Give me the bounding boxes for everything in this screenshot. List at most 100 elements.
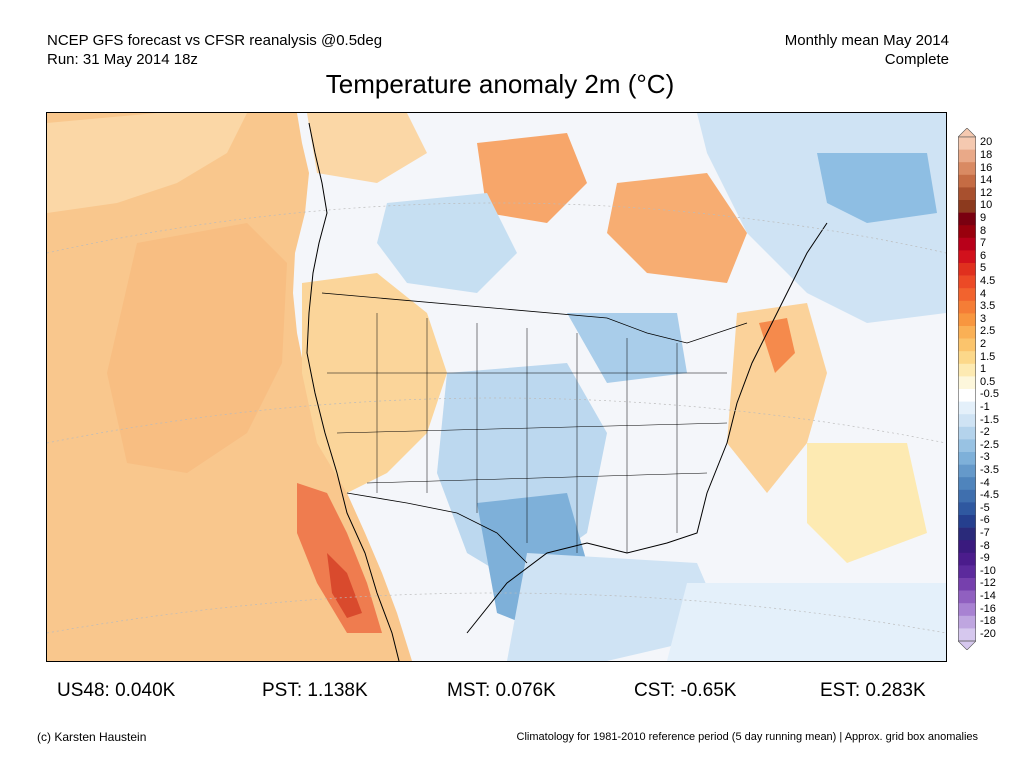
colorbar-label: -4 — [980, 476, 990, 489]
colorbar-label: 6 — [980, 249, 987, 262]
colorbar-swatch — [958, 212, 976, 226]
colorbar-label: -6 — [980, 514, 990, 527]
colorbar-swatch — [958, 288, 976, 302]
colorbar-swatch — [958, 363, 976, 377]
colorbar-swatch — [958, 565, 976, 579]
colorbar-swatch — [958, 275, 976, 289]
anomaly-map-svg — [47, 113, 946, 661]
hudson-warm — [477, 133, 587, 223]
colorbar-label: 1 — [980, 363, 987, 376]
stat-mst: MST: 0.076K — [447, 680, 556, 701]
prairies-cold — [377, 193, 517, 293]
period-description: Monthly mean May 2014 — [784, 32, 949, 49]
model-description: NCEP GFS forecast vs CFSR reanalysis @0.… — [47, 32, 383, 49]
colorbar-label: 4 — [980, 287, 987, 300]
colorbar-swatch — [958, 237, 976, 251]
stat-cst: CST: -0.65K — [634, 680, 737, 701]
colorbar-label: -9 — [980, 552, 990, 565]
colorbar-label: 8 — [980, 224, 987, 237]
colorbar-label: -2 — [980, 426, 990, 439]
colorbar-swatch — [958, 401, 976, 415]
colorbar-swatch — [958, 452, 976, 465]
colorbar-label: 18 — [980, 148, 993, 161]
colorbar-label: -4.5 — [980, 489, 999, 502]
colorbar-label: -8 — [980, 539, 990, 552]
colorbar-swatch — [958, 540, 976, 554]
colorbar-label: 16 — [980, 161, 993, 174]
colorbar-bottom-arrow — [958, 640, 976, 650]
atlantic-coastline — [726, 222, 828, 444]
colorbar-swatch — [958, 527, 976, 541]
colorbar-label: 4.5 — [980, 274, 996, 287]
colorbar-swatch — [958, 376, 976, 390]
colorbar-label: 10 — [980, 199, 993, 212]
colorbar-swatch — [958, 389, 976, 402]
header-right: Monthly mean May 2014 Complete — [785, 31, 949, 69]
colorbar-label: 9 — [980, 211, 987, 224]
state-lines-vertical — [376, 313, 678, 553]
colorbar-swatch — [958, 162, 976, 176]
colorbar-label: -3 — [980, 451, 990, 464]
colorbar-label: -20 — [980, 627, 996, 640]
colorbar-swatch — [958, 187, 976, 201]
colorbar-label: -7 — [980, 526, 990, 539]
colorbar-swatch — [958, 225, 976, 239]
colorbar-label: -0.5 — [980, 388, 999, 401]
pacific-darker-band — [107, 223, 287, 473]
west-us-warm — [302, 273, 447, 493]
labrador-sea-cold-core — [817, 153, 937, 223]
colorbar-label: 2 — [980, 337, 987, 350]
us-canada-border — [321, 292, 748, 344]
colorbar-top-arrow — [958, 128, 976, 138]
colorbar-label: -18 — [980, 615, 996, 628]
baja-hot-anomaly — [297, 483, 382, 633]
colorbar-swatch — [958, 338, 976, 352]
colorbar-label: 0.5 — [980, 375, 996, 388]
colorbar-swatch — [958, 174, 976, 188]
colorbar-swatch — [958, 137, 976, 150]
colorbar-label: -12 — [980, 577, 996, 590]
colorbar-swatch — [958, 200, 976, 213]
colorbar-label: 5 — [980, 262, 987, 275]
regional-stats: US48: 0.040K PST: 1.138K MST: 0.076K CST… — [0, 680, 1024, 706]
map-title: Temperature anomaly 2m (°C) — [325, 69, 675, 99]
colorbar-label: -10 — [980, 564, 996, 577]
state-lines-horizontal — [327, 372, 728, 484]
colorbar-swatch — [958, 439, 976, 453]
baja-core — [327, 553, 362, 618]
colorbar-label: 12 — [980, 186, 993, 199]
colorbar-label: 7 — [980, 237, 987, 250]
colorbar-swatch — [958, 149, 976, 163]
colorbar-swatch — [958, 615, 976, 629]
colorbar-label: 3 — [980, 312, 987, 325]
colorbar-label: -5 — [980, 501, 990, 514]
stat-us48: US48: 0.040K — [57, 680, 176, 701]
subtropical-atlantic-warm — [807, 443, 927, 563]
colorbar-swatch — [958, 300, 976, 314]
colorbar-outline — [958, 136, 976, 642]
colorbar-swatch — [958, 414, 976, 428]
colorbar-label: -2.5 — [980, 438, 999, 451]
colorbar-swatch — [958, 477, 976, 491]
northwest-territories-warm — [307, 113, 427, 183]
colorbar-label: -1.5 — [980, 413, 999, 426]
colorbar-swatch — [958, 603, 976, 617]
colorbar-swatch — [958, 515, 976, 528]
climatology-note: Climatology for 1981-2010 reference peri… — [516, 731, 978, 743]
colorbar-swatch — [958, 426, 976, 440]
colorbar-swatch — [958, 263, 976, 276]
stat-est: EST: 0.283K — [820, 680, 926, 701]
colorbar-label: 14 — [980, 174, 993, 187]
colorbar-swatch — [958, 578, 976, 591]
colorbar-swatch — [958, 250, 976, 264]
colorbar-swatch — [958, 502, 976, 516]
colorbar-swatch — [958, 351, 976, 365]
stat-pst: PST: 1.138K — [262, 680, 368, 701]
run-time: Run: 31 May 2014 18z — [47, 51, 198, 68]
colorbar-label: 2.5 — [980, 325, 996, 338]
us-mexico-border — [346, 492, 528, 564]
graticule — [47, 202, 946, 634]
copyright: (c) Karsten Haustein — [37, 730, 147, 744]
pacific-lighter-band — [47, 113, 247, 213]
colorbar-swatch — [958, 464, 976, 478]
